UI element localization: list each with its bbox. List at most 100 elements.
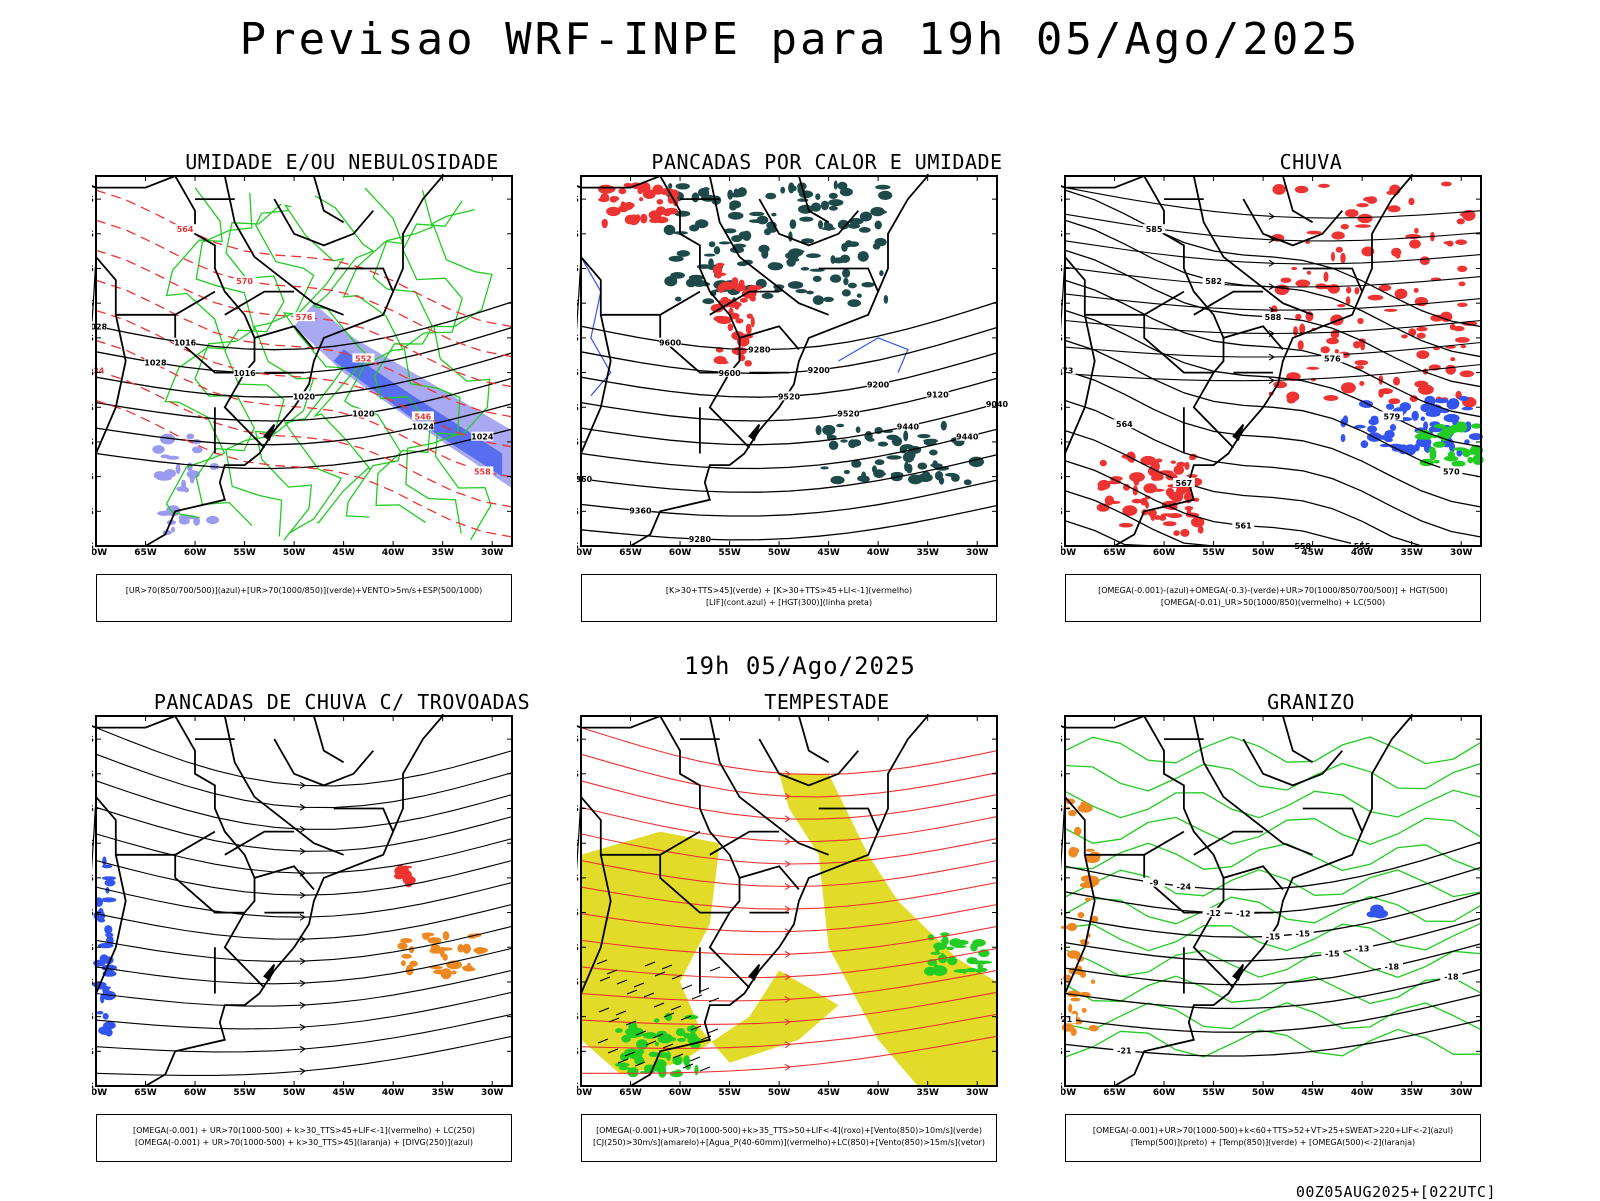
lat-tick-label: 36S	[577, 473, 579, 483]
lon-tick-label: 40W	[382, 1088, 405, 1098]
wind-vector	[624, 1051, 636, 1057]
contour-label: -21	[1117, 1047, 1132, 1056]
lat-tick-label: 42S	[92, 1082, 94, 1092]
coastline-pacific	[577, 796, 582, 872]
boundary-line	[95, 796, 216, 856]
lon-tick-label: 70W	[577, 1088, 592, 1098]
lon-tick-label: 50W	[283, 1088, 306, 1098]
contour-label: 588	[1265, 313, 1282, 322]
lat-tick-label: 33S	[577, 438, 579, 448]
streamline-arrow	[299, 1023, 307, 1031]
boundary-line	[1064, 796, 1185, 856]
boundary-line	[273, 198, 374, 247]
contour-label-bg	[411, 411, 434, 421]
contour-label: 9440	[956, 433, 979, 442]
boundary-line	[1282, 715, 1314, 764]
contour-label: 9440	[897, 422, 920, 431]
wind-vector	[671, 974, 683, 980]
boundary-line	[739, 325, 800, 350]
boundary-line	[659, 314, 730, 374]
lon-tick-label: 35W	[916, 548, 939, 558]
lat-tick-label: 21S	[92, 839, 94, 849]
panel-umidade: UMIDADE E/OU NEBULOSIDADE 1016 1016 1020 10…	[92, 150, 592, 650]
boundary-line	[798, 715, 830, 764]
page-title: Previsao WRF-INPE para 19h 05/Ago/2025	[239, 14, 1361, 65]
lat-tick-label: 12S	[1061, 195, 1063, 205]
storm-red	[394, 864, 416, 888]
lat-tick-label: 39S	[92, 1047, 94, 1057]
contour-label: -12	[1206, 909, 1220, 918]
political-boundaries	[577, 174, 929, 547]
contour-line	[580, 403, 998, 446]
lat-tick-label: 15S	[92, 770, 94, 780]
lat-tick-label: 42S	[1061, 542, 1063, 552]
instability-red-nw	[598, 182, 679, 229]
streamline-arrow	[299, 847, 307, 855]
contour-label-bg	[577, 473, 592, 483]
wind-vector	[670, 1005, 682, 1011]
lon-tick-label: 50W	[283, 548, 306, 558]
boundary-line	[1282, 175, 1314, 224]
lagoon	[748, 424, 761, 442]
lon-tick-label: 60W	[669, 548, 692, 558]
contour-label-bg	[748, 344, 771, 354]
contour-label: 561	[1235, 522, 1252, 531]
contour-label: 1028	[92, 322, 108, 331]
lagoon	[263, 964, 276, 982]
boundary-line	[223, 175, 344, 316]
lat-tick-label: 24S	[1061, 874, 1063, 884]
wind-vector	[652, 1033, 664, 1039]
contour-label-bg	[1061, 1013, 1076, 1023]
boundary-line	[659, 175, 751, 449]
wind-vector	[708, 997, 720, 1003]
lon-tick-label: 30W	[1450, 548, 1473, 558]
streamline-arrow	[299, 913, 307, 921]
lon-tick-label: 60W	[184, 1088, 207, 1098]
lat-tick-label: 27S	[92, 369, 94, 379]
boundary-line	[1064, 314, 1096, 454]
map-frame	[95, 175, 513, 547]
panel-chuva: CHUVA 5855825885765795705735645675615585…	[1061, 150, 1561, 650]
contour-line	[95, 369, 513, 508]
boundary-line	[224, 290, 295, 316]
boundary-line	[223, 715, 344, 856]
legend-line: [OMEGA(-0.001) + UR>70(1000-500) + k>30_…	[132, 1126, 476, 1135]
contour-label: 9280	[689, 535, 712, 544]
boundary-line	[1223, 325, 1284, 350]
contour-label-bg	[233, 276, 256, 286]
contour-label: 546	[415, 412, 432, 421]
contour-label: 564	[1116, 420, 1133, 429]
lat-tick-label: 39S	[577, 507, 579, 517]
lat-tick-label: 21S	[92, 299, 94, 309]
boundary-line	[1242, 198, 1343, 247]
lon-tick-label: 45W	[1301, 548, 1324, 558]
contour-label-bg	[1232, 520, 1255, 530]
boundary-line	[1302, 807, 1363, 832]
streamline-arrow	[784, 770, 792, 778]
contour-label-bg	[837, 408, 860, 418]
lat-tick-label: 36S	[1061, 1013, 1063, 1023]
map-tempestade: 12S 15S 18S 21S 24S 27S 30S 33S 36S 39S 42S70W 65W 6…	[577, 714, 998, 1098]
political-boundaries	[1061, 174, 1413, 547]
lon-tick-label: 35W	[1400, 1088, 1423, 1098]
instability-red-central	[710, 262, 763, 367]
wind-vector	[661, 964, 673, 970]
boundary-line	[95, 314, 127, 454]
legend-line: [Temp(500)](preto) + [Temp(850)](verde) …	[1130, 1138, 1416, 1147]
contour-label-bg	[1172, 478, 1195, 487]
contour-label: -12	[1236, 910, 1250, 919]
lon-tick-label: 30W	[966, 548, 989, 558]
lon-tick-label: 40W	[867, 1088, 890, 1098]
forecast-time-label: 19h 05/Ago/2025	[684, 652, 916, 680]
boundary-line	[333, 267, 394, 292]
storm-orange	[397, 931, 489, 980]
wind-vector	[625, 1020, 637, 1026]
green-contour	[1064, 789, 1482, 819]
wind-vector	[645, 1040, 657, 1046]
boundary-line	[739, 865, 800, 890]
legend-line: [LIF](cont.azul) + [HGT(300)](linha pret…	[705, 598, 873, 607]
panel-title: PANCADAS DE CHUVA C/ TROVOADAS	[153, 690, 531, 714]
contour-label: -15	[1266, 932, 1281, 941]
lon-tick-label: 55W	[718, 548, 741, 558]
wind-vector	[599, 976, 611, 982]
